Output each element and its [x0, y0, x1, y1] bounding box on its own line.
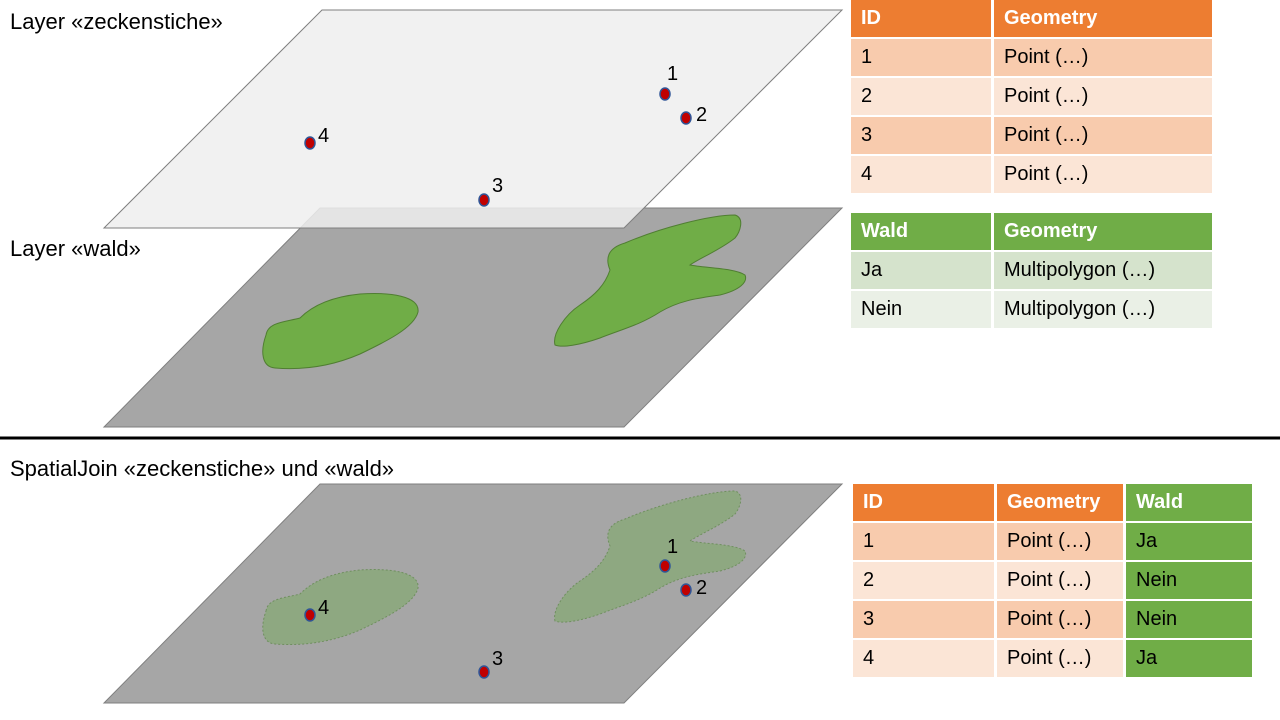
table-row: Ja Multipolygon (…)	[851, 252, 1212, 289]
cell-wald: Nein	[851, 291, 991, 328]
point-4-label: 4	[318, 125, 329, 147]
cell-id: 3	[853, 601, 994, 638]
point-2-label: 2	[696, 104, 707, 126]
header-id: ID	[853, 484, 994, 521]
join-point-1-label: 1	[667, 536, 678, 558]
table-row: 3 Point (…)	[851, 117, 1212, 154]
table-row: 1 Point (…) Ja	[853, 523, 1252, 560]
header-wald: Wald	[851, 213, 991, 250]
forest-polygon-left	[262, 293, 419, 370]
table-header: ID Geometry	[851, 0, 1212, 37]
cell-geometry: Point (…)	[994, 78, 1212, 115]
table-header: ID Geometry Wald	[853, 484, 1252, 521]
join-forest-polygon-right	[554, 490, 747, 623]
point-1-label: 1	[667, 63, 678, 85]
table-row: Nein Multipolygon (…)	[851, 291, 1212, 328]
label-layer-zeckenstiche: Layer «zeckenstiche»	[10, 9, 223, 34]
cell-wald: Nein	[1126, 562, 1252, 599]
cell-wald: Ja	[851, 252, 991, 289]
table-header: Wald Geometry	[851, 213, 1212, 250]
point-2: 2	[680, 104, 707, 126]
header-wald: Wald	[1126, 484, 1252, 521]
header-geometry: Geometry	[994, 213, 1212, 250]
point-3-label: 3	[492, 175, 503, 197]
cell-geometry: Multipolygon (…)	[994, 252, 1212, 289]
cell-geometry: Multipolygon (…)	[994, 291, 1212, 328]
join-point-4: 4	[304, 597, 329, 622]
join-forest-polygon-left	[262, 569, 419, 646]
header-geometry: Geometry	[997, 484, 1123, 521]
join-layer-plane	[102, 483, 844, 704]
table-row: 4 Point (…) Ja	[853, 640, 1252, 677]
cell-id: 1	[853, 523, 994, 560]
join-point-1: 1	[659, 536, 678, 573]
point-3: 3	[478, 175, 503, 207]
label-spatial-join: SpatialJoin «zeckenstiche» und «wald»	[10, 456, 395, 481]
point-1: 1	[659, 63, 678, 101]
point-4: 4	[304, 125, 329, 150]
table-join: ID Geometry Wald 1 Point (…) Ja 2 Point …	[850, 482, 1255, 679]
cell-id: 3	[851, 117, 991, 154]
header-id: ID	[851, 0, 991, 37]
join-point-2-label: 2	[696, 577, 707, 599]
forest-polygon-right	[554, 214, 747, 347]
cell-wald: Ja	[1126, 523, 1252, 560]
cell-geometry: Point (…)	[997, 562, 1123, 599]
header-geometry: Geometry	[994, 0, 1212, 37]
cell-id: 1	[851, 39, 991, 76]
cell-id: 4	[853, 640, 994, 677]
join-point-4-label: 4	[318, 597, 329, 619]
join-point-2: 2	[680, 577, 707, 599]
cell-id: 4	[851, 156, 991, 193]
join-point-3: 3	[478, 648, 503, 679]
label-layer-wald: Layer «wald»	[10, 236, 141, 261]
table-wald: Wald Geometry Ja Multipolygon (…) Nein M…	[848, 211, 1215, 330]
cell-geometry: Point (…)	[997, 601, 1123, 638]
cell-wald: Ja	[1126, 640, 1252, 677]
cell-wald: Nein	[1126, 601, 1252, 638]
table-row: 2 Point (…) Nein	[853, 562, 1252, 599]
table-row: 1 Point (…)	[851, 39, 1212, 76]
layer-zeckenstiche-plane	[102, 9, 844, 229]
cell-id: 2	[851, 78, 991, 115]
cell-geometry: Point (…)	[994, 39, 1212, 76]
cell-id: 2	[853, 562, 994, 599]
table-zeckenstiche: ID Geometry 1 Point (…) 2 Point (…) 3 Po…	[848, 0, 1215, 195]
cell-geometry: Point (…)	[997, 523, 1123, 560]
cell-geometry: Point (…)	[997, 640, 1123, 677]
cell-geometry: Point (…)	[994, 117, 1212, 154]
table-row: 2 Point (…)	[851, 78, 1212, 115]
table-row: 4 Point (…)	[851, 156, 1212, 193]
cell-geometry: Point (…)	[994, 156, 1212, 193]
join-point-3-label: 3	[492, 648, 503, 670]
table-row: 3 Point (…) Nein	[853, 601, 1252, 638]
